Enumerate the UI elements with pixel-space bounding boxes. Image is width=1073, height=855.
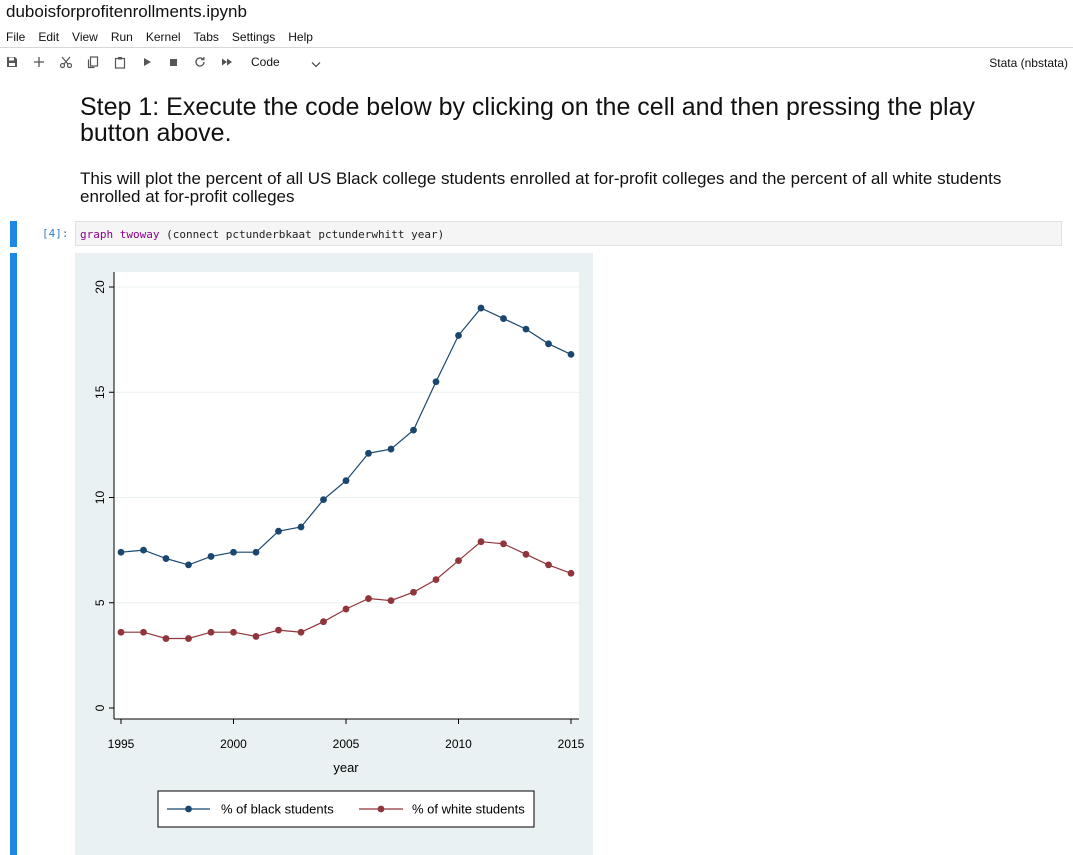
data-point — [185, 561, 192, 569]
data-point — [522, 325, 530, 333]
x-tick-label: 2015 — [558, 737, 585, 751]
x-tick-label: 2000 — [220, 737, 247, 751]
data-point — [342, 605, 350, 613]
data-point — [432, 378, 440, 386]
paste-icon[interactable] — [112, 54, 128, 70]
cell-output: 0 5 10 15 20 1995 2000 2005 2010 2015 year % of bl… — [75, 253, 593, 855]
y-tick-label: 20 — [93, 280, 107, 294]
legend-marker — [377, 805, 385, 813]
data-point — [410, 426, 417, 434]
data-point — [387, 597, 395, 605]
fast-forward-icon[interactable] — [219, 54, 235, 70]
data-point — [140, 628, 147, 636]
x-axis-title: year — [333, 760, 359, 775]
chevron-down-icon[interactable] — [311, 57, 321, 71]
data-point — [477, 538, 485, 546]
data-point — [297, 628, 305, 636]
data-point — [410, 588, 417, 596]
y-tick-label: 5 — [93, 599, 107, 606]
markdown-paragraph: This will plot the percent of all US Bla… — [80, 169, 1002, 206]
legend-marker — [185, 805, 192, 813]
notebook-toolbar: Code Stata (nbstata) — [0, 50, 1073, 74]
menu-run[interactable]: Run — [110, 30, 133, 44]
notebook-title: duboisforprofitenrollments.ipynb — [6, 2, 247, 21]
run-icon[interactable] — [139, 54, 155, 70]
data-point — [432, 576, 440, 583]
plot-area — [114, 272, 579, 719]
y-tick-label: 10 — [93, 491, 107, 505]
stop-icon[interactable] — [165, 54, 181, 70]
restart-icon[interactable] — [192, 54, 208, 70]
data-point — [342, 477, 350, 485]
x-tick-label: 2005 — [333, 737, 360, 751]
data-point — [477, 304, 485, 312]
data-point — [230, 628, 237, 636]
add-cell-icon[interactable] — [31, 54, 47, 70]
data-point — [545, 340, 552, 348]
data-point — [387, 445, 395, 453]
data-point — [455, 557, 462, 565]
active-cell-indicator — [10, 221, 17, 247]
cut-icon[interactable] — [58, 54, 74, 70]
data-point — [320, 618, 327, 626]
cell-prompt: [4]: — [42, 227, 69, 240]
data-point — [455, 332, 462, 339]
data-point — [162, 555, 170, 562]
data-point — [365, 449, 372, 457]
data-point — [275, 527, 282, 535]
menu-divider — [0, 47, 1073, 48]
legend-label: % of black students — [221, 802, 334, 817]
markdown-heading: Step 1: Execute the code below by clicki… — [80, 93, 976, 147]
data-point — [275, 626, 282, 634]
legend-box — [157, 790, 535, 828]
output-cell-indicator — [10, 253, 17, 855]
menu-kernel[interactable]: Kernel — [145, 30, 181, 44]
menu-file[interactable]: File — [6, 30, 26, 44]
data-point — [545, 561, 552, 569]
code-keyword: graph twoway — [80, 228, 160, 241]
legend-label: % of white students — [412, 802, 525, 817]
menu-bar: File Edit View Run Kernel Tabs Settings … — [0, 28, 1073, 48]
data-point — [140, 546, 147, 554]
x-tick-label: 2010 — [445, 737, 472, 751]
data-point — [365, 595, 372, 602]
menu-tabs[interactable]: Tabs — [193, 30, 219, 44]
menu-settings[interactable]: Settings — [231, 30, 276, 44]
data-point — [185, 635, 192, 642]
data-point — [320, 496, 327, 504]
cell-type-select[interactable]: Code — [251, 55, 280, 69]
data-point — [230, 548, 237, 556]
menu-edit[interactable]: Edit — [38, 30, 60, 44]
code-text: graph twoway (connect pctunderbkaat pctu… — [80, 228, 444, 241]
data-point — [567, 350, 575, 358]
data-point — [207, 553, 215, 560]
menu-help[interactable]: Help — [288, 30, 313, 44]
y-tick-label: 15 — [93, 385, 107, 399]
code-arguments: (connect pctunderbkaat pctunderwhitt yea… — [159, 228, 445, 241]
data-point — [297, 523, 305, 531]
code-cell-input[interactable]: graph twoway (connect pctunderbkaat pctu… — [75, 221, 1062, 246]
data-point — [567, 569, 575, 577]
y-tick-label: 0 — [93, 704, 107, 711]
data-point — [252, 548, 260, 556]
save-icon[interactable] — [4, 54, 20, 70]
x-tick-label: 1995 — [108, 737, 135, 751]
data-point — [522, 550, 530, 558]
data-point — [252, 633, 260, 640]
data-point — [162, 635, 170, 642]
menu-view[interactable]: View — [72, 30, 98, 44]
data-point — [207, 628, 215, 636]
copy-icon[interactable] — [85, 54, 101, 70]
data-point — [500, 315, 507, 322]
data-point — [500, 540, 507, 548]
data-point — [117, 628, 125, 636]
line-chart: 0 5 10 15 20 1995 2000 2005 2010 2015 year % of bl… — [93, 272, 585, 828]
data-point — [117, 548, 125, 556]
kernel-name[interactable]: Stata (nbstata) — [989, 56, 1068, 70]
